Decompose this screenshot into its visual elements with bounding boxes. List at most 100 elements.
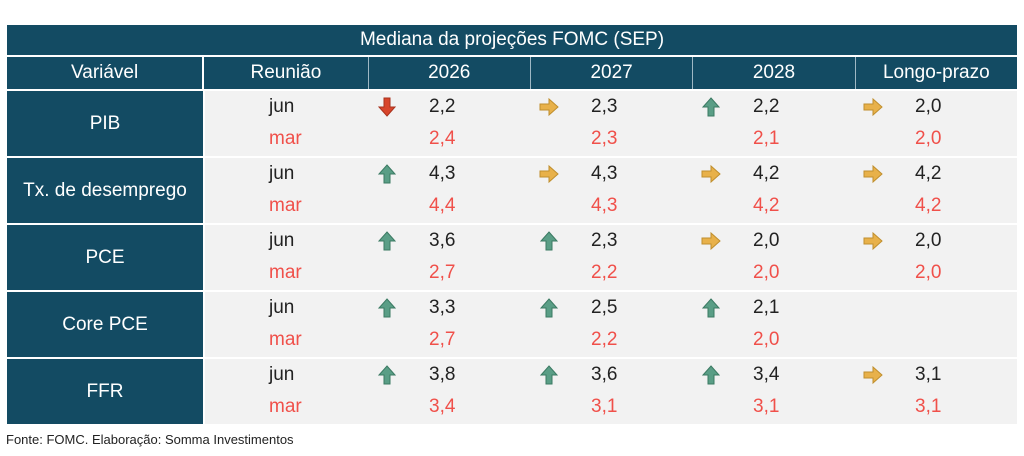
meeting-label: jun bbox=[269, 163, 295, 184]
projection-value: 4,3 bbox=[591, 195, 618, 216]
projection-value: 4,3 bbox=[591, 163, 618, 184]
projection-value: 2,0 bbox=[915, 128, 942, 149]
jun-projection-line: jun 3,3 2,5 2,1 bbox=[205, 292, 1017, 324]
year-cell: 2,5 bbox=[531, 292, 693, 324]
projection-value: 2,3 bbox=[591, 96, 618, 117]
projection-value: 3,8 bbox=[429, 364, 456, 385]
variable-label: Core PCE bbox=[7, 292, 205, 357]
projection-value: 4,2 bbox=[915, 195, 942, 216]
year-cell: 2,2 bbox=[531, 324, 693, 356]
jun-projection-line: jun 2,2 2,3 2,2 2,0 bbox=[205, 91, 1017, 123]
mar-projection-line: mar 2,7 2,2 2,0 2,0 bbox=[205, 257, 1017, 289]
table-row: Core PCE jun 3,3 2,5 2,1 mar 2,7 2,2 2,0 bbox=[7, 292, 1017, 359]
header-year: Longo-prazo bbox=[854, 57, 1017, 89]
projection-value: 4,4 bbox=[429, 195, 456, 216]
projection-value: 3,4 bbox=[429, 396, 456, 417]
variable-label: PCE bbox=[7, 225, 205, 290]
projection-value: 2,0 bbox=[915, 230, 942, 251]
arrow-up-icon bbox=[377, 365, 397, 385]
arrow-right-icon bbox=[539, 97, 559, 117]
variable-label: Tx. de desemprego bbox=[7, 158, 205, 223]
projection-value: 3,6 bbox=[591, 364, 618, 385]
arrow-right-icon bbox=[539, 164, 559, 184]
year-cell: 4,3 bbox=[531, 158, 693, 190]
projection-value: 2,2 bbox=[429, 96, 456, 117]
projection-value: 3,4 bbox=[753, 364, 780, 385]
mar-projection-line: mar 2,4 2,3 2,1 2,0 bbox=[205, 123, 1017, 155]
year-cell: 2,2 bbox=[531, 257, 693, 289]
meeting-label: mar bbox=[269, 329, 302, 350]
year-cell: 3,8 bbox=[369, 359, 531, 391]
projection-value: 2,0 bbox=[915, 96, 942, 117]
year-cell: 2,0 bbox=[855, 123, 1017, 155]
projection-value: 2,3 bbox=[591, 230, 618, 251]
projection-value: 2,1 bbox=[753, 128, 780, 149]
year-cell: 2,0 bbox=[693, 257, 855, 289]
arrow-up-icon bbox=[377, 298, 397, 318]
projection-value: 3,1 bbox=[753, 396, 780, 417]
projection-value: 2,7 bbox=[429, 262, 456, 283]
arrow-right-icon bbox=[863, 97, 883, 117]
mar-projection-line: mar 3,4 3,1 3,1 3,1 bbox=[205, 391, 1017, 423]
projection-value: 2,2 bbox=[591, 262, 618, 283]
projection-value: 2,2 bbox=[591, 329, 618, 350]
meeting-label: mar bbox=[269, 396, 302, 417]
projection-value: 3,1 bbox=[915, 364, 942, 385]
year-cell: 2,3 bbox=[531, 225, 693, 257]
projection-value: 3,1 bbox=[915, 396, 942, 417]
projection-value: 2,0 bbox=[915, 262, 942, 283]
year-cell: 3,1 bbox=[855, 391, 1017, 423]
year-cell: 3,4 bbox=[369, 391, 531, 423]
row-values: jun 3,3 2,5 2,1 mar 2,7 2,2 2,0 bbox=[205, 292, 1017, 357]
projections-table: Mediana da projeções FOMC (SEP) Variável… bbox=[6, 24, 1018, 427]
year-cell: 4,2 bbox=[693, 158, 855, 190]
header-year: 2028 bbox=[692, 57, 854, 89]
table-title: Mediana da projeções FOMC (SEP) bbox=[7, 25, 1017, 57]
projection-value: 4,2 bbox=[753, 195, 780, 216]
year-cell: 4,4 bbox=[369, 190, 531, 222]
year-cell: 2,7 bbox=[369, 257, 531, 289]
arrow-right-icon bbox=[701, 164, 721, 184]
table-body: PIB jun 2,2 2,3 2,2 2,0 mar 2,4 2,3 2,1 2,0 Tx. de … bbox=[7, 91, 1017, 426]
mar-projection-line: mar 4,4 4,3 4,2 4,2 bbox=[205, 190, 1017, 222]
projection-value: 2,0 bbox=[753, 329, 780, 350]
year-cell: 2,0 bbox=[693, 225, 855, 257]
projection-value: 2,0 bbox=[753, 230, 780, 251]
year-cell bbox=[855, 292, 1017, 324]
projection-value: 4,2 bbox=[915, 163, 942, 184]
table-row: PCE jun 3,6 2,3 2,0 2,0 mar 2,7 2,2 2,0 2,0 bbox=[7, 225, 1017, 292]
projection-value: 2,0 bbox=[753, 262, 780, 283]
arrow-right-icon bbox=[701, 231, 721, 251]
arrow-up-icon bbox=[377, 231, 397, 251]
year-cell: 4,2 bbox=[693, 190, 855, 222]
jun-projection-line: jun 3,6 2,3 2,0 2,0 bbox=[205, 225, 1017, 257]
year-cell: 2,7 bbox=[369, 324, 531, 356]
projection-value: 2,1 bbox=[753, 297, 780, 318]
meeting-label: mar bbox=[269, 262, 302, 283]
projection-value: 2,2 bbox=[753, 96, 780, 117]
projection-value: 4,2 bbox=[753, 163, 780, 184]
meeting-label: jun bbox=[269, 364, 295, 385]
arrow-up-icon bbox=[539, 231, 559, 251]
row-values: jun 2,2 2,3 2,2 2,0 mar 2,4 2,3 2,1 2,0 bbox=[205, 91, 1017, 156]
header-meeting: Reunião bbox=[250, 62, 322, 83]
year-cell: 2,1 bbox=[693, 123, 855, 155]
header-year: 2026 bbox=[367, 57, 530, 89]
arrow-up-icon bbox=[377, 164, 397, 184]
variable-label: PIB bbox=[7, 91, 205, 156]
year-cell: 2,3 bbox=[531, 123, 693, 155]
projection-value: 2,7 bbox=[429, 329, 456, 350]
year-cell: 3,6 bbox=[369, 225, 531, 257]
year-cell: 3,1 bbox=[855, 359, 1017, 391]
arrow-right-icon bbox=[863, 365, 883, 385]
arrow-up-icon bbox=[701, 298, 721, 318]
year-cell: 2,0 bbox=[693, 324, 855, 356]
row-values: jun 4,3 4,3 4,2 4,2 mar 4,4 4,3 4,2 4,2 bbox=[205, 158, 1017, 223]
arrow-right-icon bbox=[863, 231, 883, 251]
jun-projection-line: jun 4,3 4,3 4,2 4,2 bbox=[205, 158, 1017, 190]
year-cell: 3,3 bbox=[369, 292, 531, 324]
year-cell: 4,3 bbox=[369, 158, 531, 190]
year-cell: 2,1 bbox=[693, 292, 855, 324]
year-cell: 2,2 bbox=[693, 91, 855, 123]
projection-value: 2,4 bbox=[429, 128, 456, 149]
